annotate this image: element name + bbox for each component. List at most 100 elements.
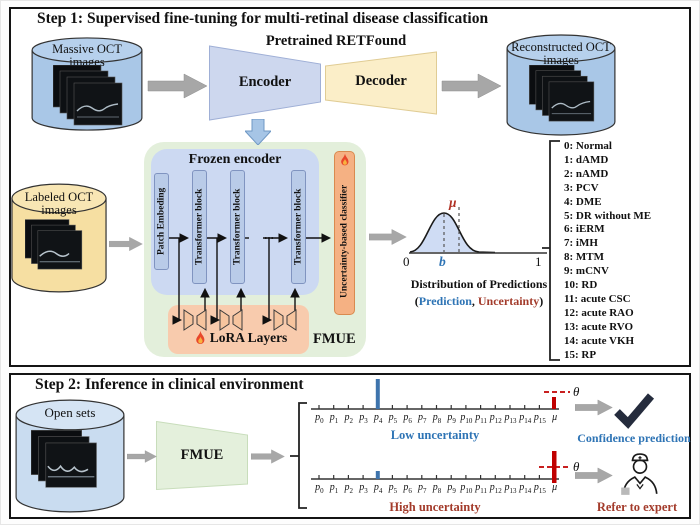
tick-label: p9 [447,412,456,425]
flame-icon [195,330,205,345]
tick-label: p13 [504,482,517,495]
transformer-block-3: Transformer block [291,170,306,284]
tick-label: p1 [329,412,339,425]
tick-label: p10 [460,482,473,495]
arrow-icon [575,399,613,416]
uncertainty-classifier-block [334,151,355,315]
tick-label: p11 [475,482,487,495]
low-uncertainty-label: Low uncertainty [390,428,480,442]
dist-mu-label: μ [449,195,457,210]
tick-label: p1 [329,482,339,495]
arrow-icon [251,449,285,464]
dist-axis-1: 1 [535,254,542,269]
class-item: 14: acute VKH [564,334,635,347]
fmue-trapezoid [156,421,248,490]
open-sets-label: Open sets [44,405,96,420]
reconstructed-oct-label: Reconstructed OCT images [511,40,611,68]
class-item: 2: nAMD [564,167,609,180]
class-item: 0: Normal [564,140,612,152]
class-item: 9: mCNV [564,265,609,278]
tick-label: p2 [344,482,354,495]
paren-open: ( [414,294,419,308]
tick-label: p2 [344,412,354,425]
decoder-trapezoid [325,51,437,115]
class-item: 11: acute CSC [564,292,631,305]
lora-label-row: LoRA Layers [183,330,298,346]
class-item: 3: PCV [564,181,599,194]
high-axis-tick-labels: p0 p1 p2 p3 p4 p5 p6 p7 p8 p9 p10 p11 p12 p13 p14 p15 μ [312,482,562,495]
doctor-icon [621,453,658,495]
low-axis-tick-labels: p0 p1 p2 p3 p4 p5 p6 p7 p8 p9 p10 p11 p12 p13 p14 p15 μ [312,412,562,425]
class-item: 5: DR without ME [564,209,652,222]
tick-label: p15 [533,412,546,425]
dist-b-label: b [439,254,446,269]
tick-label: p12 [489,412,502,425]
class-item: 8: MTM [564,251,605,264]
labeled-oct-label: Labeled OCT images [24,190,94,218]
class-item: 10: RD [564,279,598,292]
down-arrow-icon [245,119,271,145]
tick-label: p13 [504,412,517,425]
step2-title: Step 2: Inference in clinical environmen… [35,376,304,393]
lora-label: LoRA Layers [209,330,288,345]
tick-label: p14 [519,412,532,425]
refer-to-expert-label: Refer to expert [596,500,678,514]
class-item: 15: RP [564,348,597,361]
step1-title: Step 1: Supervised fine-tuning for multi… [37,10,489,27]
class-item: 6: iERM [564,223,605,236]
tick-label: p6 [403,412,412,425]
class-item: 4: DME [564,195,602,208]
frozen-encoder-label: Frozen encoder [188,152,282,167]
prediction-word: Prediction [418,294,472,308]
dist-subtitle: (Prediction, Uncertainty) [409,294,549,309]
dist-title: Distribution of Predictions [410,277,548,291]
tick-label: p3 [359,412,368,425]
dist-axis-0: 0 [403,254,410,269]
class-item: 7: iMH [564,237,598,250]
patch-embedding-block: Patch Embeding [154,173,169,270]
oct-image-stack [53,65,123,126]
tick-label: p5 [388,482,398,495]
tick-label: p8 [432,482,442,495]
oct-image-stack [31,429,97,488]
encoder-label: Encoder [238,74,292,90]
oct-image-stack [25,219,83,270]
high-uncertainty-label: High uncertainty [389,500,481,514]
arrow-icon [127,450,157,463]
arrow-icon [109,236,143,252]
tick-label: p5 [388,412,398,425]
tick-label: p10 [460,412,473,425]
tick-label: μ [552,412,558,423]
uncertainty-word: Uncertainty [477,294,540,308]
class-item: 13: acute RVO [564,320,634,333]
arrow-icon [575,467,613,484]
transformer-block-1: Transformer block [192,170,207,284]
tick-label: p0 [315,482,324,495]
transformer-block-2: Transformer block [230,170,245,284]
class-item: 12: acute RAO [564,306,634,319]
tick-label: p0 [315,412,324,425]
confidence-prediction-label: Confidence prediction [577,431,691,445]
tick-label: p15 [533,482,546,495]
uncertainty-classifier-label: Uncertainty-based classifier [339,184,350,298]
tick-label: p7 [418,482,427,495]
tick-label: p12 [489,482,502,495]
decoder-label: Decoder [355,73,407,89]
flame-icon [341,153,349,166]
arrow-icon [147,73,208,99]
theta-label-high: θ [573,459,580,474]
fmue-label: FMUE [313,331,356,347]
comma: , [471,294,475,308]
tick-label: p8 [432,412,442,425]
arrow-icon [369,229,407,245]
disease-class-list: 0: Normal 1: dAMD 2: nAMD 3: PCV 4: DME … [564,140,691,363]
fmue-step2-label: FMUE [180,447,224,463]
theta-label-low: θ [573,384,580,399]
class-item: 1: dAMD [564,153,609,166]
tick-label: p3 [359,482,368,495]
arrow-icon [441,73,502,99]
tick-label: p11 [475,412,487,425]
checkmark-icon [614,393,655,429]
tick-label: p7 [418,412,427,425]
